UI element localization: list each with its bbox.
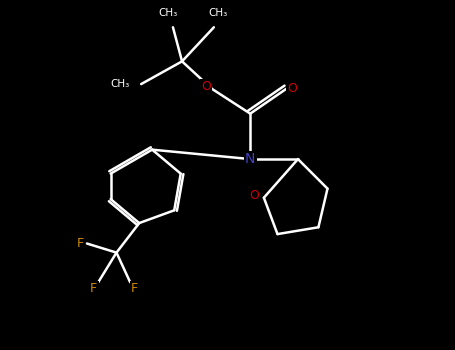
Text: F: F bbox=[76, 237, 84, 250]
Text: CH₃: CH₃ bbox=[111, 79, 130, 89]
Text: CH₃: CH₃ bbox=[209, 8, 228, 18]
Text: F: F bbox=[90, 282, 97, 295]
Text: CH₃: CH₃ bbox=[159, 8, 178, 18]
Text: O: O bbox=[288, 82, 298, 95]
Text: O: O bbox=[201, 80, 211, 93]
Text: N: N bbox=[245, 152, 255, 166]
Text: F: F bbox=[131, 282, 138, 295]
Text: O: O bbox=[249, 189, 259, 202]
